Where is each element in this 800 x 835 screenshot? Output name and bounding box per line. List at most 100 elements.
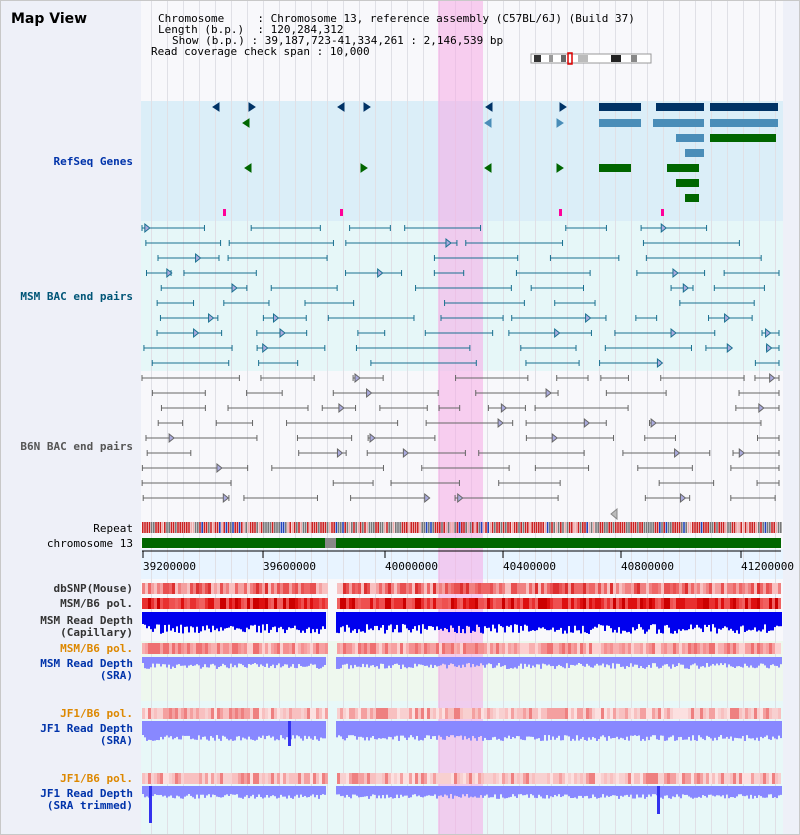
heatmap-cell bbox=[451, 643, 454, 654]
heatmap-cell bbox=[142, 708, 145, 719]
b6n-bac-track-label[interactable]: B6N BAC end pairs bbox=[20, 440, 133, 453]
depth-bar bbox=[598, 657, 600, 666]
depth-bar bbox=[310, 721, 312, 739]
depth-bar bbox=[184, 721, 186, 736]
heatmap-cell bbox=[322, 643, 325, 654]
selected-region-highlight[interactable] bbox=[438, 1, 483, 834]
depth-bar bbox=[746, 657, 748, 666]
depth-bar bbox=[288, 786, 290, 796]
heatmap-cell bbox=[529, 773, 532, 784]
heatmap-cell bbox=[727, 708, 730, 719]
depth-bar bbox=[622, 721, 624, 739]
msm-bac-track-label[interactable]: MSM BAC end pairs bbox=[20, 290, 133, 303]
depth-bar bbox=[432, 612, 434, 627]
heatmap-cell bbox=[187, 598, 190, 609]
chromosome-label: Chromosome bbox=[158, 12, 225, 25]
heatmap-cell bbox=[400, 598, 403, 609]
heatmap-cell bbox=[382, 643, 385, 654]
heatmap-cell bbox=[754, 598, 757, 609]
depth-bar bbox=[280, 657, 282, 668]
refseq-track-label[interactable]: RefSeq Genes bbox=[53, 155, 133, 168]
refseq-small-mark bbox=[559, 209, 562, 216]
heatmap-cell bbox=[220, 643, 223, 654]
depth-bar bbox=[496, 657, 498, 666]
repeat-element bbox=[483, 522, 485, 533]
repeat-element bbox=[203, 522, 206, 533]
depth-bar bbox=[718, 657, 720, 666]
heatmap-cell bbox=[484, 583, 487, 594]
depth-bar bbox=[578, 657, 580, 664]
heatmap-cell bbox=[424, 773, 427, 784]
depth-bar bbox=[604, 721, 606, 738]
heatmap-cell bbox=[763, 598, 766, 609]
heatmap-cell bbox=[307, 643, 310, 654]
jf1-pol-trim-track-label[interactable]: JF1/B6 pol. bbox=[60, 772, 133, 785]
heatmap-cell bbox=[493, 773, 496, 784]
depth-bar bbox=[240, 786, 242, 798]
depth-bar bbox=[374, 786, 376, 795]
repeat-element bbox=[155, 522, 157, 533]
heatmap-cell bbox=[589, 583, 592, 594]
heatmap-cell bbox=[385, 773, 388, 784]
jf1-depth-label-1[interactable]: JF1 Read Depth bbox=[40, 722, 133, 735]
heatmap-cell bbox=[670, 583, 673, 594]
repeat-element bbox=[610, 522, 613, 533]
depth-bar bbox=[696, 721, 698, 741]
jf1-pol-track-label[interactable]: JF1/B6 pol. bbox=[60, 707, 133, 720]
msm-pol-track-label[interactable]: MSM/B6 pol. bbox=[60, 597, 133, 610]
heatmap-cell bbox=[655, 598, 658, 609]
msm-depth-cap-label-1[interactable]: MSM Read Depth bbox=[40, 614, 133, 627]
bac-arrow bbox=[670, 327, 677, 339]
repeat-element bbox=[645, 522, 648, 533]
depth-bar bbox=[758, 657, 760, 666]
depth-bar bbox=[614, 786, 616, 796]
repeat-element bbox=[419, 522, 421, 533]
depth-bar bbox=[750, 657, 752, 666]
depth-bar bbox=[372, 721, 374, 737]
heatmap-cell bbox=[532, 773, 535, 784]
depth-bar bbox=[152, 612, 154, 632]
depth-bar bbox=[392, 721, 394, 740]
depth-bar bbox=[320, 657, 322, 669]
repeat-element bbox=[403, 522, 406, 533]
msm-pol-sra-track-label[interactable]: MSM/B6 pol. bbox=[60, 642, 133, 655]
repeat-element bbox=[432, 522, 434, 533]
depth-bar bbox=[486, 612, 488, 629]
msm-depth-sra-label-1[interactable]: MSM Read Depth bbox=[40, 657, 133, 670]
jf1-trim-label-1[interactable]: JF1 Read Depth bbox=[40, 787, 133, 800]
repeat-element bbox=[232, 522, 234, 533]
heatmap-cell bbox=[415, 773, 418, 784]
heatmap-cell bbox=[508, 643, 511, 654]
depth-bar bbox=[306, 612, 308, 629]
heatmap-cell bbox=[682, 598, 685, 609]
depth-bar bbox=[600, 786, 602, 798]
depth-bar bbox=[466, 612, 468, 626]
dbsnp-track-label[interactable]: dbSNP(Mouse) bbox=[53, 582, 133, 595]
depth-bar bbox=[160, 721, 162, 737]
heatmap-cell bbox=[286, 708, 289, 719]
repeat-element bbox=[414, 522, 417, 533]
heatmap-cell bbox=[217, 773, 220, 784]
depth-bar bbox=[308, 612, 310, 628]
heatmap-cell bbox=[265, 643, 268, 654]
depth-bar bbox=[762, 721, 764, 739]
repeat-element bbox=[579, 522, 582, 533]
heatmap-cell bbox=[247, 773, 250, 784]
heatmap-cell bbox=[685, 598, 688, 609]
heatmap-cell bbox=[310, 643, 313, 654]
depth-bar bbox=[746, 612, 748, 631]
heatmap-cell bbox=[241, 643, 244, 654]
depth-bar bbox=[230, 612, 232, 626]
heatmap-cell bbox=[319, 598, 322, 609]
depth-bar bbox=[444, 721, 446, 740]
depth-bar bbox=[544, 612, 546, 629]
depth-bar bbox=[476, 657, 478, 666]
depth-bar bbox=[676, 721, 678, 741]
depth-bar bbox=[274, 612, 276, 627]
depth-bar bbox=[592, 612, 594, 629]
heatmap-cell bbox=[706, 773, 709, 784]
heatmap-cell bbox=[319, 643, 322, 654]
depth-bar bbox=[516, 721, 518, 737]
depth-bar bbox=[200, 612, 202, 632]
